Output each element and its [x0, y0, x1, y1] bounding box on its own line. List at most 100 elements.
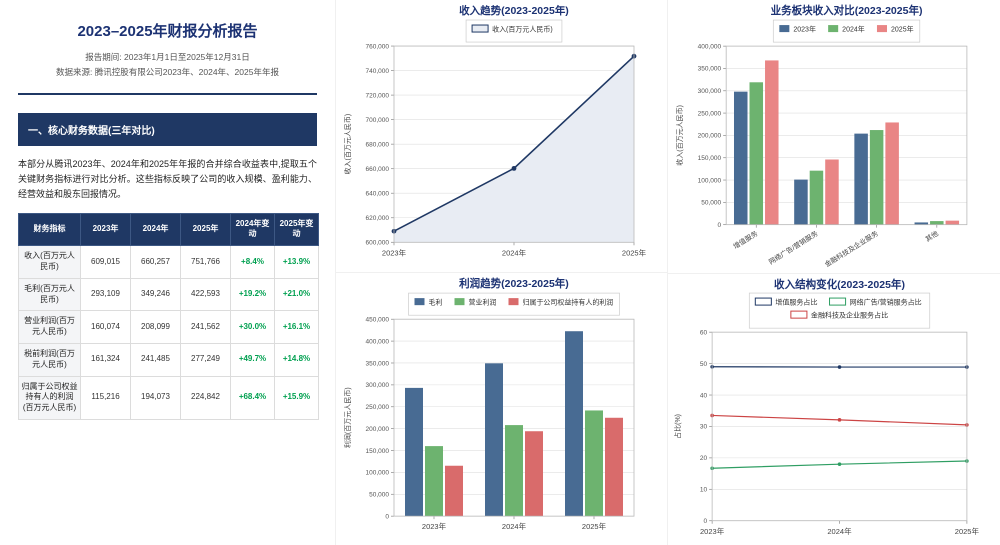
value-cell: 349,246 [130, 277, 181, 312]
value-cell: 277,249 [180, 342, 231, 377]
table-row: 税前利润(百万元人民币) 161,324 241,485 277,249 +49.7% +… [18, 342, 319, 377]
change-cell: +68.4% [230, 375, 275, 420]
svg-text:100,000: 100,000 [698, 177, 722, 184]
svg-text:250,000: 250,000 [366, 404, 390, 411]
svg-text:2024年: 2024年 [502, 247, 527, 257]
value-cell: 660,257 [130, 245, 181, 279]
middle-charts-column: 收入趋势(2023-2025年) 收入(百万元人民币) 600,000 620,000… [336, 0, 668, 545]
value-cell: 160,074 [80, 310, 131, 344]
svg-text:600,000: 600,000 [366, 240, 390, 247]
section-heading: 一、核心财务数据(三年对比) [18, 112, 317, 146]
profit-trend-legend: 毛利 营业利润 归属于公司权益持有人的利润 [414, 298, 614, 307]
svg-text:0: 0 [718, 222, 722, 229]
svg-text:收入结构变化(2023-2025年): 收入结构变化(2023-2025年) [774, 278, 905, 291]
svg-text:660,000: 660,000 [366, 166, 390, 173]
svg-text:占比(%): 占比(%) [673, 414, 682, 439]
svg-text:0: 0 [385, 514, 389, 521]
svg-text:2023年: 2023年 [793, 25, 816, 34]
summary-panel: 2023–2025年财报分析报告 报告期间: 2023年1月1日至2025年12… [0, 0, 336, 545]
segment-revenue-chart: 业务板块收入对比(2023-2025年) 2023年 2024年 2025年 0 50,0… [668, 0, 1000, 274]
table-row: 毛利(百万元人民币) 293,109 349,246 422,593 +19.2% +21… [18, 277, 319, 312]
svg-text:2024年: 2024年 [842, 25, 865, 34]
svg-text:收入(百万元人民币): 收入(百万元人民币) [343, 114, 352, 175]
value-cell: 241,485 [130, 342, 181, 377]
change-cell: +21.0% [274, 277, 319, 312]
revenue-structure-svg: 收入结构变化(2023-2025年) 增值服务占比 网络广告/营销服务占比金融科技及… [673, 278, 980, 536]
svg-text:网络广告/营销服务: 网络广告/营销服务 [767, 229, 820, 267]
profit-trend-svg: 利润趋势(2023-2025年) 毛利 营业利润 归属于公司权益持有人的利润 0 50,0… [343, 277, 635, 532]
svg-text:350,000: 350,000 [366, 361, 390, 368]
svg-text:2025年: 2025年 [582, 522, 607, 532]
revenue-trend-svg: 收入趋势(2023-2025年) 收入(百万元人民币) 600,000 620,000… [343, 4, 647, 257]
svg-text:150,000: 150,000 [366, 448, 390, 455]
svg-text:毛利: 毛利 [429, 298, 443, 307]
svg-text:10: 10 [700, 486, 708, 493]
svg-text:收入趋势(2023-2025年): 收入趋势(2023-2025年) [459, 4, 569, 17]
svg-text:增值服务: 增值服务 [731, 229, 759, 251]
value-cell: 751,766 [180, 245, 231, 279]
svg-text:60: 60 [700, 329, 708, 336]
svg-text:业务板块收入对比(2023-2025年): 业务板块收入对比(2023-2025年) [771, 4, 923, 17]
svg-text:2024年: 2024年 [827, 526, 852, 536]
svg-text:增值服务占比: 增值服务占比 [775, 297, 817, 306]
svg-text:网络广告/营销服务占比: 网络广告/营销服务占比 [850, 297, 922, 306]
report-title: 2023–2025年财报分析报告 [77, 23, 258, 40]
svg-text:50: 50 [700, 361, 708, 368]
svg-text:760,000: 760,000 [366, 43, 390, 50]
svg-text:50,000: 50,000 [369, 492, 389, 499]
svg-text:2025年: 2025年 [955, 526, 980, 536]
svg-text:450,000: 450,000 [366, 317, 390, 324]
change-cell: +14.8% [274, 342, 319, 377]
revenue-trend-legend: 收入(百万元人民币) [471, 24, 553, 34]
change-cell: +8.4% [230, 245, 275, 279]
svg-text:740,000: 740,000 [366, 68, 390, 75]
change-cell: +16.1% [274, 310, 319, 344]
svg-text:金融科技及企业服务: 金融科技及企业服务 [823, 229, 880, 269]
change-cell: +49.7% [230, 342, 275, 377]
svg-text:150,000: 150,000 [698, 155, 722, 162]
table-row: 营业利润(百万元人民币) 160,074 208,099 241,562 +30.0% +… [18, 310, 319, 344]
change-cell: +15.9% [274, 375, 319, 420]
svg-text:2024年: 2024年 [502, 522, 527, 532]
svg-text:250,000: 250,000 [698, 110, 722, 117]
column-header: 2024年变动 [230, 212, 275, 247]
metric-cell: 毛利(百万元人民币) [18, 277, 81, 312]
svg-text:720,000: 720,000 [366, 92, 390, 99]
svg-text:利润(百万元人民币): 利润(百万元人民币) [343, 388, 352, 449]
value-cell: 194,073 [130, 375, 181, 420]
svg-text:400,000: 400,000 [366, 339, 390, 346]
value-cell: 208,099 [130, 310, 181, 344]
value-cell: 115,216 [80, 375, 131, 420]
column-header: 2025年 [180, 212, 231, 247]
right-charts-column: 业务板块收入对比(2023-2025年) 2023年 2024年 2025年 0 50,0… [668, 0, 1000, 545]
svg-text:300,000: 300,000 [698, 88, 722, 95]
section-body: 本部分从腾讯2023年、2024年和2025年年报的合并综合收益表中,提取五个关… [18, 158, 317, 199]
svg-text:40: 40 [700, 392, 708, 399]
svg-text:680,000: 680,000 [366, 141, 390, 148]
svg-text:200,000: 200,000 [366, 426, 390, 433]
svg-text:640,000: 640,000 [366, 191, 390, 198]
svg-text:2023年: 2023年 [700, 526, 725, 536]
svg-text:归属于公司权益持有人的利润: 归属于公司权益持有人的利润 [523, 298, 614, 307]
segment-revenue-legend: 2023年 2024年 2025年 [779, 25, 914, 34]
svg-text:30: 30 [700, 424, 708, 431]
table-row: 归属于公司权益持有人的利润(百万元人民币) 115,216 194,073 224,8… [18, 375, 319, 420]
svg-text:收入(百万元人民币): 收入(百万元人民币) [675, 105, 684, 166]
change-cell: +19.2% [230, 277, 275, 312]
svg-text:0: 0 [703, 518, 707, 525]
svg-text:2025年: 2025年 [891, 25, 914, 34]
revenue-trend-chart: 收入趋势(2023-2025年) 收入(百万元人民币) 600,000 620,000… [336, 0, 667, 274]
value-cell: 293,109 [80, 277, 131, 312]
svg-text:100,000: 100,000 [366, 470, 390, 477]
metric-cell: 归属于公司权益持有人的利润(百万元人民币) [18, 375, 81, 420]
segment-revenue-svg: 业务板块收入对比(2023-2025年) 2023年 2024年 2025年 0 50,0… [675, 4, 968, 269]
svg-text:350,000: 350,000 [698, 66, 722, 73]
svg-text:2023年: 2023年 [382, 247, 407, 257]
svg-text:620,000: 620,000 [366, 215, 390, 222]
column-header: 2024年 [130, 212, 181, 247]
change-cell: +30.0% [230, 310, 275, 344]
svg-text:400,000: 400,000 [698, 43, 722, 50]
svg-text:利润趋势(2023-2025年): 利润趋势(2023-2025年) [459, 277, 569, 290]
svg-text:营业利润: 营业利润 [469, 298, 497, 307]
